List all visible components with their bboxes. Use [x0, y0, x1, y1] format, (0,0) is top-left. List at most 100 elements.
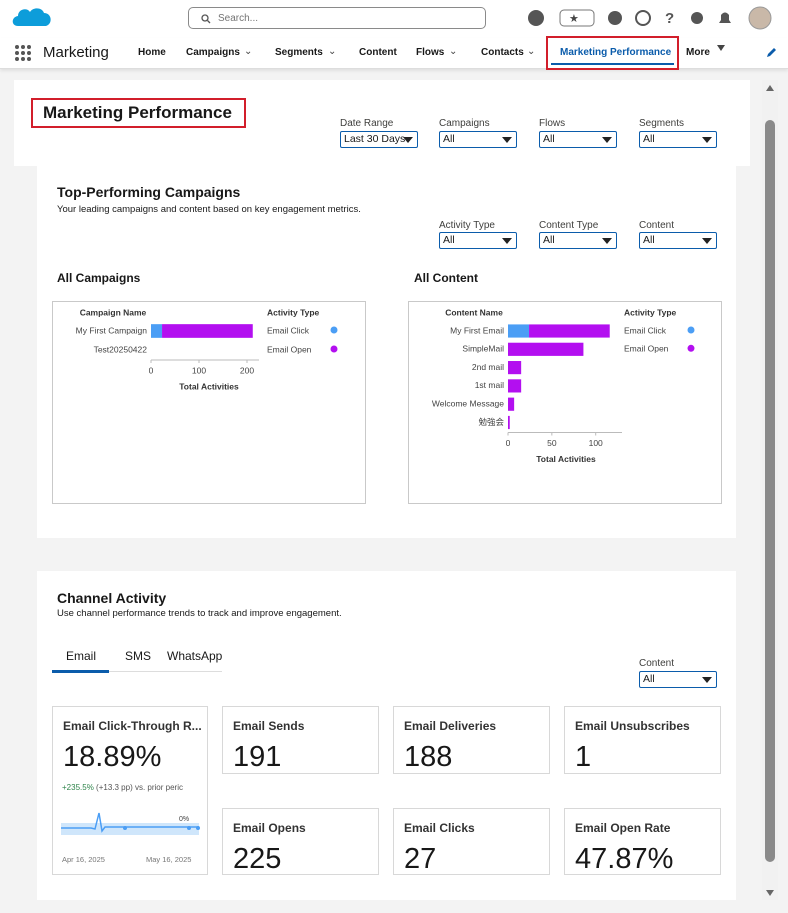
- favorites-button[interactable]: [559, 9, 595, 27]
- top-bar: Search... ★ ?: [0, 0, 788, 38]
- nav-item[interactable]: Flows: [416, 47, 445, 58]
- filter-select[interactable]: Last 30 Days: [340, 131, 418, 148]
- metric-title: Email Opens: [233, 821, 306, 835]
- nav-chevron[interactable]: ⌄: [244, 46, 253, 57]
- tab-active[interactable]: Email: [66, 649, 97, 663]
- filter-label: Date Range: [340, 118, 394, 129]
- content-chart: Content Name Activity Type My First Email S…: [432, 307, 695, 464]
- scrollbar[interactable]: [762, 80, 778, 900]
- avatar[interactable]: [748, 6, 772, 30]
- tab-divider: [52, 671, 222, 672]
- metric-card[interactable]: Email Opens 225: [222, 808, 379, 875]
- metric-title: Email Click-Through R...: [63, 719, 202, 733]
- metric-card[interactable]: Email Click-Through R... 18.89% +235.5% …: [52, 706, 208, 875]
- assistant-icon[interactable]: [528, 10, 544, 26]
- y-axis-title: Content Name: [445, 307, 503, 317]
- filter-label: Content Type: [539, 220, 599, 231]
- highlight-box: [546, 36, 679, 70]
- y-tick-label: Test20250422: [94, 344, 148, 354]
- y-axis-title: Campaign Name: [80, 307, 147, 317]
- filter-label: Content: [639, 658, 675, 669]
- scroll-up[interactable]: [766, 85, 774, 91]
- sparkline-label: 0%: [179, 816, 189, 823]
- search-icon: [201, 14, 211, 24]
- y-tick-label: 勉強会: [478, 417, 504, 427]
- bar-segment: [151, 324, 163, 338]
- bar-segment: [508, 342, 584, 356]
- nav-chevron[interactable]: ⌄: [449, 46, 458, 57]
- trailhead-icon[interactable]: [635, 10, 651, 26]
- search-box[interactable]: Search...: [188, 7, 486, 29]
- filter-select[interactable]: All: [639, 671, 717, 688]
- legend-swatch: [687, 344, 695, 352]
- more-chevron[interactable]: [717, 45, 725, 51]
- filter-select[interactable]: All: [539, 131, 617, 148]
- nav-item[interactable]: Home: [138, 47, 166, 58]
- legend-label: Email Click: [267, 325, 310, 335]
- help-icon[interactable]: ?: [665, 10, 674, 27]
- nav-chevron[interactable]: ⌄: [328, 46, 337, 57]
- setup-icon[interactable]: [691, 12, 703, 24]
- nav-item[interactable]: More: [686, 47, 710, 58]
- x-tick-label: 0: [149, 365, 154, 375]
- legend-swatch: [330, 326, 338, 334]
- notifications-icon[interactable]: [719, 12, 731, 24]
- metric-card[interactable]: Email Unsubscribes 1: [564, 706, 721, 774]
- filter-select[interactable]: All: [639, 131, 717, 148]
- nav-item-active[interactable]: Marketing Performance: [560, 47, 672, 58]
- metric-card[interactable]: Email Sends 191: [222, 706, 379, 774]
- filter-select[interactable]: All: [639, 232, 717, 249]
- scroll-thumb[interactable]: [765, 120, 775, 862]
- nav-item[interactable]: Segments: [275, 47, 323, 58]
- tab-underline: [52, 670, 109, 673]
- add-icon[interactable]: [608, 11, 622, 25]
- x-tick-label: 100: [589, 438, 603, 448]
- nav-item[interactable]: Content: [359, 47, 397, 58]
- nav-item[interactable]: Contacts: [481, 47, 524, 58]
- chart-box: Content Name Activity Type My First Email S…: [408, 301, 722, 504]
- metric-card[interactable]: Email Open Rate 47.87%: [564, 808, 721, 875]
- metric-card[interactable]: Email Clicks 27: [393, 808, 550, 875]
- y-tick-label: 1st mail: [475, 380, 504, 390]
- scroll-down[interactable]: [766, 890, 774, 896]
- metric-title: Email Sends: [233, 719, 305, 733]
- bar-segment: [529, 324, 610, 338]
- nav-chevron[interactable]: ⌄: [527, 46, 536, 57]
- section-subtitle: Your leading campaigns and content based…: [57, 204, 361, 215]
- metric-title: Email Deliveries: [404, 719, 497, 733]
- active-underline: [551, 63, 674, 65]
- chart-title: All Content: [414, 271, 478, 285]
- tab[interactable]: WhatsApp: [167, 649, 223, 663]
- x-axis-title: Total Activities: [179, 381, 239, 391]
- logo[interactable]: [10, 4, 54, 34]
- x-tick-label: 200: [240, 365, 254, 375]
- y-tick-label: Welcome Message: [432, 398, 504, 408]
- star-icon: ★: [569, 13, 579, 25]
- metric-card[interactable]: Email Deliveries 188: [393, 706, 550, 774]
- metric-value: 27: [404, 843, 437, 875]
- y-tick-label: SimpleMail: [462, 344, 504, 354]
- filter-select[interactable]: All: [439, 232, 517, 249]
- sparkline-dot: [123, 826, 127, 830]
- legend-swatch: [330, 345, 338, 353]
- tab[interactable]: SMS: [125, 649, 152, 663]
- title-highlight: [31, 98, 246, 128]
- filter-select[interactable]: All: [539, 232, 617, 249]
- metric-value: 18.89%: [63, 741, 162, 773]
- filter-label: Activity Type: [439, 220, 495, 231]
- nav-item[interactable]: Campaigns: [186, 47, 240, 58]
- legend-title: Activity Type: [624, 307, 677, 317]
- filter-label: Content: [639, 220, 675, 231]
- spark-start-date: Apr 16, 2025: [62, 855, 105, 864]
- section-title: Top-Performing Campaigns: [57, 184, 241, 200]
- y-tick-label: 2nd mail: [472, 362, 504, 372]
- app-launcher[interactable]: [14, 44, 32, 62]
- filter-select[interactable]: All: [439, 131, 517, 148]
- edit-nav-icon[interactable]: [766, 46, 778, 58]
- bar-segment: [508, 324, 530, 338]
- campaigns-chart: Campaign Name Activity Type My First Campa…: [76, 307, 338, 391]
- sparkline-dot: [196, 826, 200, 830]
- y-tick-label: My First Campaign: [76, 325, 148, 335]
- bar-segment: [508, 379, 522, 393]
